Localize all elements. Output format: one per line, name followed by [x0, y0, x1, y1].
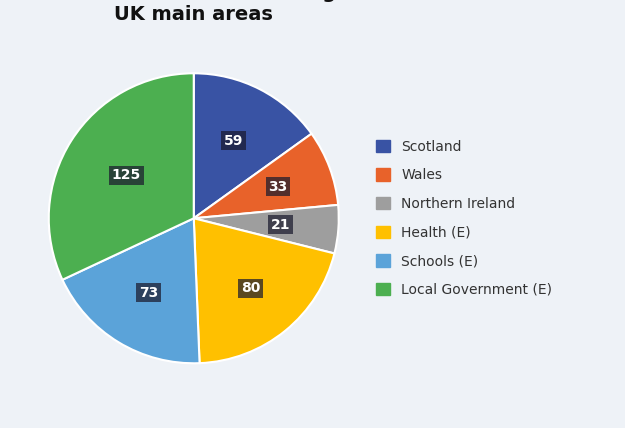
Legend: Scotland, Wales, Northern Ireland, Health (E), Schools (E), Local Government (E): Scotland, Wales, Northern Ireland, Healt…	[369, 133, 559, 304]
Wedge shape	[194, 205, 339, 253]
Wedge shape	[49, 73, 194, 280]
Wedge shape	[62, 218, 199, 363]
Text: 59: 59	[224, 134, 243, 148]
Title: Services Formula Funding
UK main areas: Services Formula Funding UK main areas	[52, 0, 336, 24]
Text: 33: 33	[268, 180, 288, 194]
Wedge shape	[194, 134, 338, 218]
Text: 80: 80	[241, 281, 260, 295]
Wedge shape	[194, 218, 334, 363]
Text: 73: 73	[139, 285, 158, 300]
Text: 125: 125	[112, 169, 141, 182]
Wedge shape	[194, 73, 311, 218]
Text: 21: 21	[271, 218, 290, 232]
